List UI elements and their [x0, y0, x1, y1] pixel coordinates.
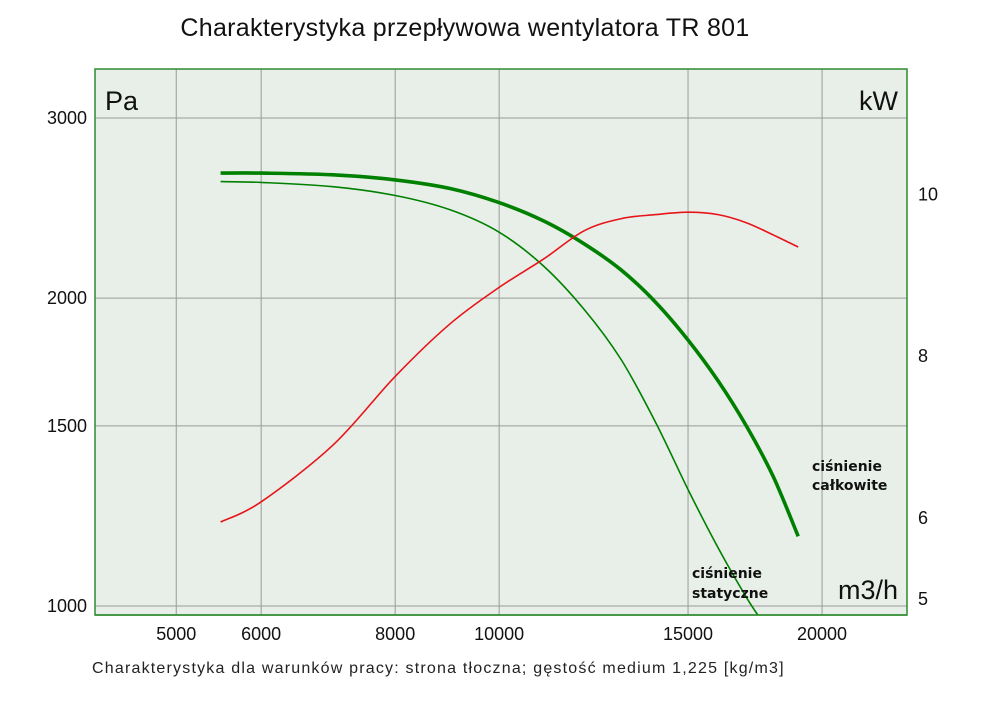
y-left-tick-label: 1500 — [47, 416, 87, 436]
x-unit-label: m3/h — [838, 575, 898, 605]
x-tick-label: 6000 — [241, 624, 281, 644]
plot-frame — [94, 68, 908, 616]
plot-area — [95, 69, 907, 615]
annotation-static-pressure-line1: ciśnienie — [692, 566, 762, 582]
x-tick-label: 5000 — [156, 624, 196, 644]
annotation-total-pressure-line1: ciśnienie — [812, 459, 882, 475]
grid — [95, 69, 907, 615]
chart-title: Charakterystyka przepływowa wentylatora … — [180, 14, 750, 42]
y-left-unit-label: Pa — [105, 86, 139, 116]
y-left-tick-label: 1000 — [47, 596, 87, 616]
x-tick-label: 20000 — [797, 624, 847, 644]
power-curve — [220, 211, 799, 523]
annotation-total-pressure-line2: całkowite — [812, 478, 887, 494]
y-left-tick-label: 2000 — [47, 288, 87, 308]
y-right-tick-label: 5 — [918, 589, 928, 609]
y-right-tick-label: 8 — [918, 346, 928, 366]
total-pressure-curve — [220, 171, 800, 537]
static-pressure-curve — [220, 180, 759, 615]
x-tick-label: 8000 — [375, 624, 415, 644]
y-right-unit-label: kW — [859, 86, 899, 116]
annotation-static-pressure-line2: statyczne — [692, 586, 768, 602]
x-tick-label: 15000 — [663, 624, 713, 644]
x-tick-label: 10000 — [474, 624, 524, 644]
series-layer — [220, 171, 800, 615]
y-right-tick-label: 6 — [918, 508, 928, 528]
chart-footnote: Charakterystyka dla warunków pracy: stro… — [92, 660, 785, 677]
tick-labels: 5000 6000 8000 10000 15000 20000 1000 1500 2000 3… — [47, 108, 938, 644]
y-right-tick-label: 10 — [918, 184, 938, 204]
y-left-tick-label: 3000 — [47, 108, 87, 128]
